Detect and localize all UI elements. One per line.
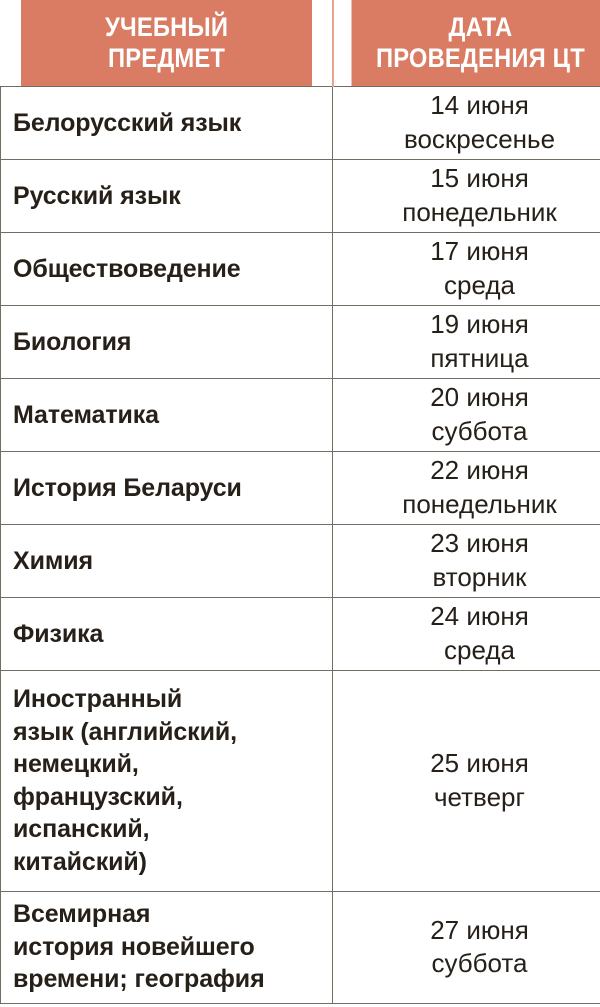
subject-cell: Белорусский язык bbox=[0, 85, 333, 160]
subject-line: Физика bbox=[13, 619, 104, 648]
date-value: 27 июня bbox=[430, 914, 529, 945]
subject-cell: Физика bbox=[0, 596, 333, 671]
date-value: 25 июня bbox=[430, 748, 529, 779]
subject-line: Биология bbox=[13, 327, 132, 356]
table-row: История Беларуси 22 июня понедельник bbox=[0, 450, 600, 525]
subject-line: китайский) bbox=[13, 847, 147, 876]
table-row: Физика 24 июня среда bbox=[0, 596, 600, 671]
header-row: УЧЕБНЫЙ ПРЕДМЕТ ДАТА ПРОВЕДЕНИЯ ЦТ bbox=[1, 0, 600, 86]
subject-cell: Биология bbox=[0, 304, 333, 379]
date-value: 19 июня bbox=[430, 309, 529, 340]
table-row: Всемирная история новейшего времени; гео… bbox=[0, 890, 600, 1004]
subject-line: Иностранный bbox=[13, 685, 183, 713]
date-cell: 14 июня воскресенье bbox=[332, 85, 600, 160]
date-cell: 15 июня понедельник bbox=[332, 158, 600, 233]
subject-line: французский, bbox=[13, 782, 183, 811]
subject-cell: Обществоведение bbox=[0, 231, 333, 306]
weekday-value: четверг bbox=[434, 781, 525, 812]
subject-cell: Иностранный язык (английский, немецкий, … bbox=[0, 669, 333, 892]
date-cell: 25 июня четверг bbox=[332, 669, 600, 892]
subject-line: Химия bbox=[13, 546, 93, 575]
subject-cell: История Беларуси bbox=[0, 450, 333, 525]
table-row: Белорусский язык 14 июня воскресенье bbox=[0, 85, 600, 160]
subject-line: испанский, bbox=[13, 815, 150, 843]
date-value: 23 июня bbox=[430, 528, 529, 559]
weekday-value: понедельник bbox=[402, 196, 557, 227]
table-row: Русский язык 15 июня понедельник bbox=[0, 158, 600, 233]
subject-line: немецкий, bbox=[13, 750, 139, 778]
subject-line: Обществоведение bbox=[13, 254, 241, 283]
table-row: Иностранный язык (английский, немецкий, … bbox=[0, 669, 600, 892]
weekday-value: суббота bbox=[431, 415, 528, 446]
date-value: 24 июня bbox=[430, 601, 529, 632]
table-row: Математика 20 июня суббота bbox=[0, 377, 600, 452]
subject-line: История Беларуси bbox=[13, 473, 242, 502]
subject-line: Математика bbox=[13, 400, 159, 429]
table-row: Химия 23 июня вторник bbox=[0, 523, 600, 598]
header-date-line2: ПРОВЕДЕНИЯ ЦТ bbox=[375, 42, 585, 73]
subject-cell: Всемирная история новейшего времени; гео… bbox=[0, 890, 333, 1004]
date-value: 15 июня bbox=[430, 163, 529, 194]
date-value: 20 июня bbox=[430, 382, 529, 413]
date-cell: 27 июня суббота bbox=[332, 890, 600, 1004]
date-cell: 17 июня среда bbox=[332, 231, 600, 306]
header-subject-line2: ПРЕДМЕТ bbox=[107, 42, 225, 73]
header-cell-subject: УЧЕБНЫЙ ПРЕДМЕТ bbox=[20, 0, 314, 86]
date-cell: 20 июня суббота bbox=[332, 377, 600, 452]
date-cell: 19 июня пятница bbox=[332, 304, 600, 379]
subject-line: Русский язык bbox=[13, 181, 181, 210]
subject-line: история новейшего bbox=[13, 932, 255, 961]
subject-line: Всемирная bbox=[13, 900, 151, 929]
subject-line: язык (английский, bbox=[13, 717, 237, 746]
subject-line: Белорусский язык bbox=[13, 108, 242, 137]
weekday-value: понедельник bbox=[402, 488, 557, 519]
table-row: Биология 19 июня пятница bbox=[0, 304, 600, 379]
header-cell-date: ДАТА ПРОВЕДЕНИЯ ЦТ bbox=[350, 0, 600, 86]
weekday-value: воскресенье bbox=[403, 123, 556, 154]
weekday-value: суббота bbox=[431, 948, 528, 978]
header-subject-line1: УЧЕБНЫЙ bbox=[104, 11, 228, 42]
subject-cell: Химия bbox=[0, 523, 333, 598]
table-body: Белорусский язык 14 июня воскресенье Рус… bbox=[0, 85, 600, 1004]
date-cell: 24 июня среда bbox=[332, 596, 600, 671]
subject-cell: Русский язык bbox=[0, 158, 333, 233]
weekday-value: среда bbox=[444, 269, 515, 300]
date-value: 14 июня bbox=[430, 90, 529, 121]
table-row: Обществоведение 17 июня среда bbox=[0, 231, 600, 306]
date-value: 17 июня bbox=[430, 236, 529, 267]
date-cell: 23 июня вторник bbox=[332, 523, 600, 598]
date-value: 22 июня bbox=[430, 455, 529, 486]
subject-cell: Математика bbox=[0, 377, 333, 452]
weekday-value: среда bbox=[444, 634, 515, 665]
subject-line: времени; география bbox=[13, 965, 265, 994]
weekday-value: вторник bbox=[432, 561, 527, 592]
date-cell: 22 июня понедельник bbox=[332, 450, 600, 525]
header-date-line1: ДАТА bbox=[448, 11, 512, 42]
table-header: УЧЕБНЫЙ ПРЕДМЕТ ДАТА ПРОВЕДЕНИЯ ЦТ bbox=[1, 0, 600, 86]
weekday-value: пятница bbox=[430, 342, 529, 373]
